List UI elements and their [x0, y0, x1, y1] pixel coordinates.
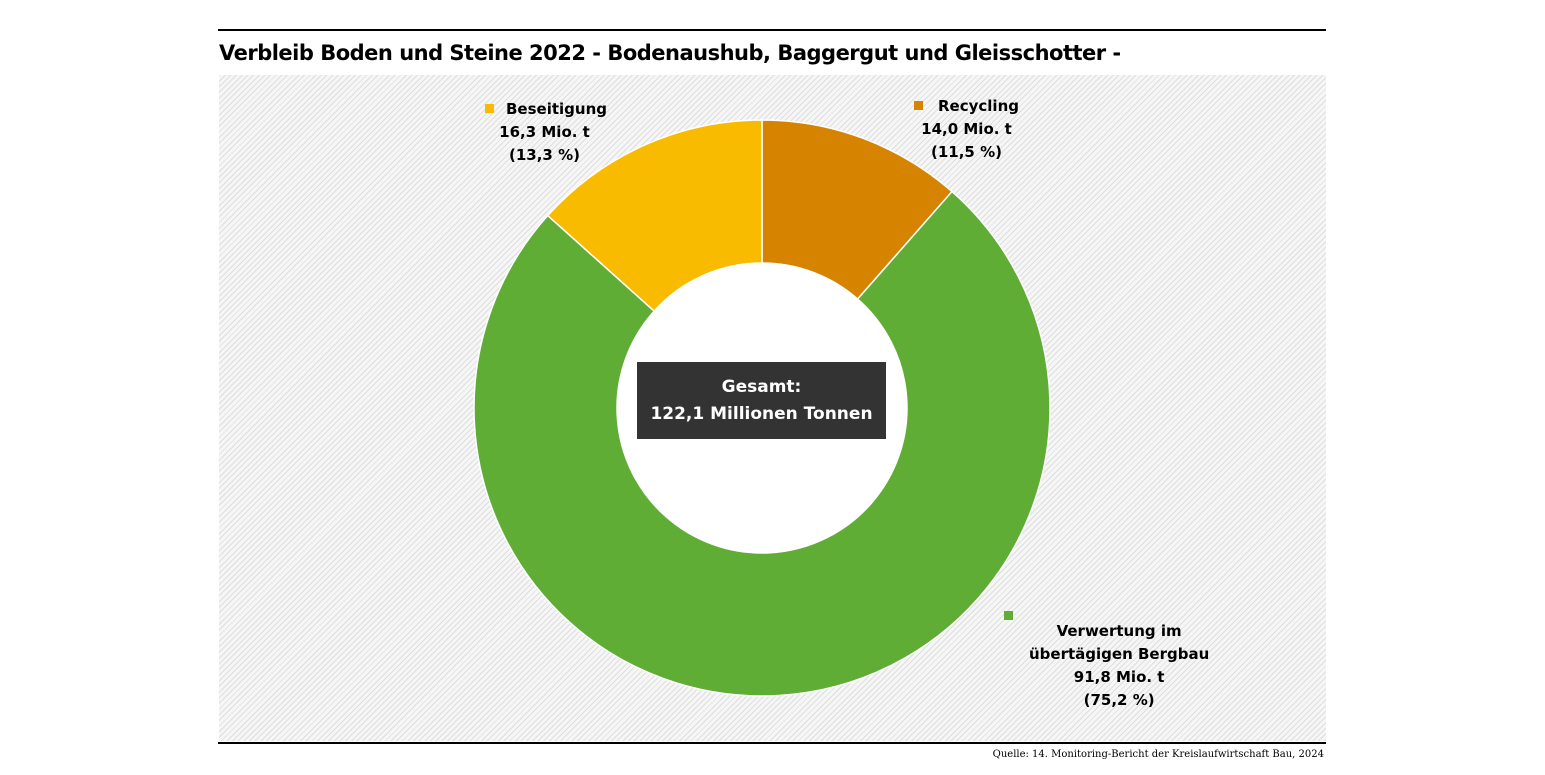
label-beseitigung-percent: (13,3 %) [509, 146, 580, 164]
chart-title: Verbleib Boden und Steine 2022 - Bodenau… [219, 41, 1121, 65]
plot-area: Beseitigung 16,3 Mio. t (13,3 %) Recycli… [219, 75, 1326, 741]
label-recycling-value: 14,0 Mio. t [921, 120, 1012, 138]
label-recycling: Recycling 14,0 Mio. t (11,5 %) [914, 95, 1019, 164]
label-verwertung-value: 91,8 Mio. t [1073, 668, 1165, 686]
top-rule [218, 29, 1326, 31]
label-beseitigung: Beseitigung 16,3 Mio. t (13,3 %) [482, 98, 607, 167]
label-verwertung: Verwertung im übertägigen Bergbau 91,8 M… [1029, 620, 1209, 712]
legend-marker-beseitigung [485, 104, 494, 113]
label-recycling-percent: (11,5 %) [931, 143, 1002, 161]
label-verwertung-percent: (75,2 %) [1083, 691, 1155, 709]
label-verwertung-line2: übertägigen Bergbau [1029, 645, 1210, 663]
legend-marker-recycling [914, 101, 923, 110]
total-label: Gesamt: [721, 376, 802, 397]
donut-chart [473, 119, 1051, 697]
total-value: 122,1 Millionen Tonnen [650, 403, 873, 424]
legend-marker-verwertung [1004, 611, 1013, 620]
label-recycling-name: Recycling [938, 97, 1019, 115]
source-note: Quelle: 14. Monitoring-Bericht der Kreis… [992, 749, 1324, 760]
label-beseitigung-value: 16,3 Mio. t [499, 123, 590, 141]
bottom-rule [218, 742, 1326, 744]
label-verwertung-line1: Verwertung im [1056, 622, 1182, 640]
total-box: Gesamt: 122,1 Millionen Tonnen [637, 362, 886, 439]
label-beseitigung-name: Beseitigung [506, 100, 607, 118]
